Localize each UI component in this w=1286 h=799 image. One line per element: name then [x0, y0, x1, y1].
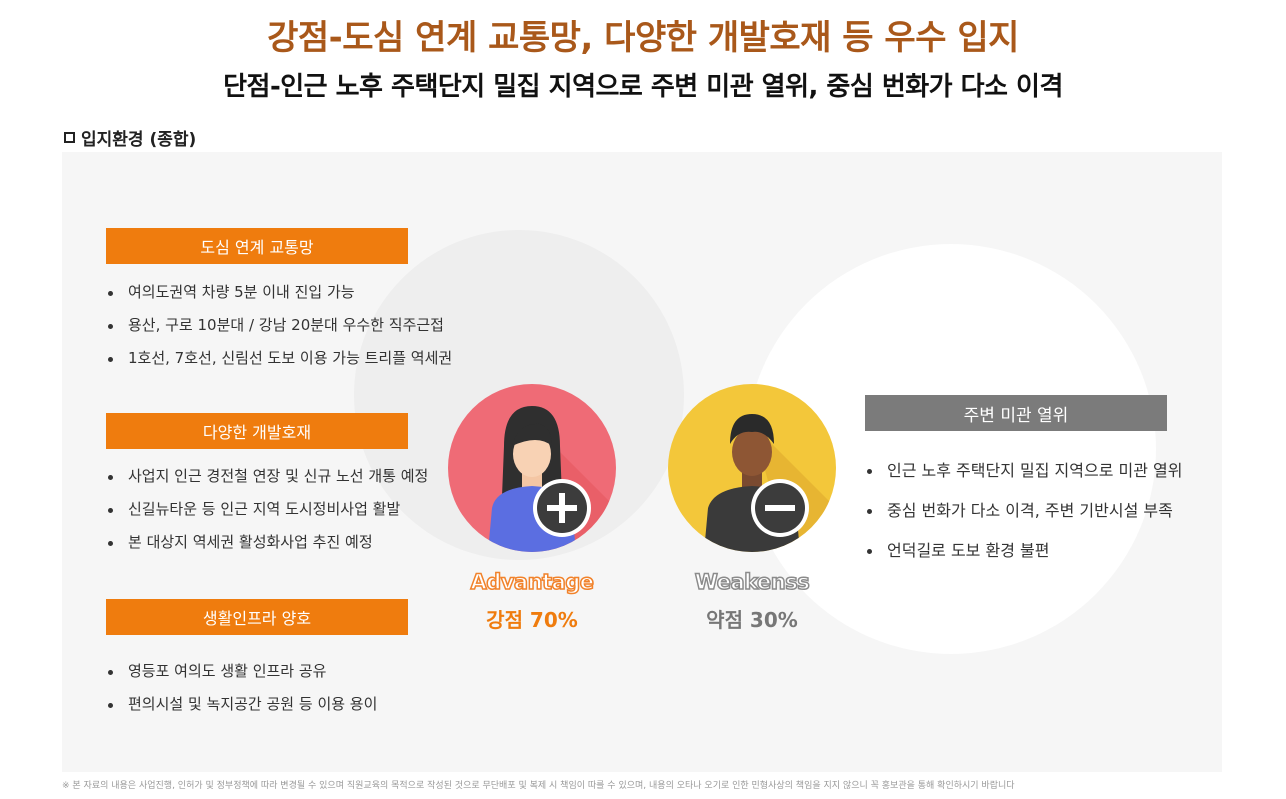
page-title: 강점-도심 연계 교통망, 다양한 개발호재 등 우수 입지 [267, 18, 1019, 58]
list-item: 중심 번화가 다소 이격, 주변 기반시설 부족 [865, 491, 1182, 531]
page-subtitle: 단점-인근 노후 주택단지 밀집 지역으로 주변 미관 열위, 중심 번화가 다… [223, 72, 1063, 102]
list-item: 신길뉴타운 등 인근 지역 도시정비사업 활발 [106, 493, 428, 526]
list-item: 인근 노후 주택단지 밀집 지역으로 미관 열위 [865, 451, 1182, 491]
list-item: 언덕길로 도보 환경 불편 [865, 531, 1182, 571]
weakness-percent: 약점 30% [706, 608, 798, 632]
strength-category-development: 다양한 개발호재 [106, 413, 408, 449]
weakness-label: Weakenss [694, 569, 810, 595]
strength-category-infrastructure: 생활인프라 양호 [106, 599, 408, 635]
list-item: 영등포 여의도 생활 인프라 공유 [106, 655, 377, 688]
section-label: 입지환경 (종합) [64, 125, 196, 150]
list-item: 용산, 구로 10분대 / 강남 20분대 우수한 직주근접 [106, 309, 452, 342]
advantage-badge [533, 479, 591, 537]
strength-category-transport: 도심 연계 교통망 [106, 228, 408, 264]
plus-icon [537, 483, 587, 533]
list-item: 1호선, 7호선, 신림선 도보 이용 가능 트리플 역세권 [106, 342, 452, 375]
list-item: 편의시설 및 녹지공간 공원 등 이용 용이 [106, 688, 377, 721]
footnote: ※ 본 자료의 내용은 사업진행, 인허가 및 정부정책에 따라 변경될 수 있… [62, 781, 1015, 791]
strength-list-development: 사업지 인근 경전철 연장 및 신규 노선 개통 예정 신길뉴타운 등 인근 지… [106, 460, 428, 559]
checkbox-square-icon [64, 132, 75, 143]
summary-panel: 도심 연계 교통망 여의도권역 차량 5분 이내 진입 가능 용산, 구로 10… [62, 152, 1222, 772]
weakness-category: 주변 미관 열위 [865, 395, 1167, 431]
strength-list-infrastructure: 영등포 여의도 생활 인프라 공유 편의시설 및 녹지공간 공원 등 이용 용이 [106, 655, 377, 721]
advantage-percent: 강점 70% [486, 608, 578, 632]
weakness-list: 인근 노후 주택단지 밀집 지역으로 미관 열위 중심 번화가 다소 이격, 주… [865, 451, 1182, 571]
minus-icon [755, 483, 805, 533]
list-item: 본 대상지 역세권 활성화사업 추진 예정 [106, 526, 428, 559]
weakness-badge [751, 479, 809, 537]
strength-list-transport: 여의도권역 차량 5분 이내 진입 가능 용산, 구로 10분대 / 강남 20… [106, 276, 452, 375]
section-label-text: 입지환경 (종합) [81, 130, 197, 150]
list-item: 여의도권역 차량 5분 이내 진입 가능 [106, 276, 452, 309]
list-item: 사업지 인근 경전철 연장 및 신규 노선 개통 예정 [106, 460, 428, 493]
advantage-label: Advantage [470, 569, 595, 595]
